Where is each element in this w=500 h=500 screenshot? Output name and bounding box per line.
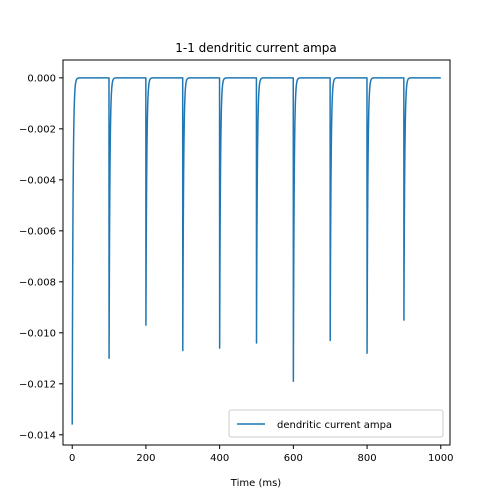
y-tick-label: −0.008 — [19, 277, 56, 288]
y-tick-label: −0.010 — [19, 328, 56, 339]
series-line — [71, 77, 442, 425]
x-axis-title: Time (ms) — [230, 478, 282, 489]
y-tick-label: −0.014 — [19, 430, 56, 441]
x-tick-label: 1000 — [428, 453, 453, 464]
y-tick-label: 0.000 — [27, 73, 56, 84]
y-tick-label: −0.012 — [19, 379, 56, 390]
plot-area — [71, 77, 442, 425]
x-tick-label: 0 — [69, 453, 75, 464]
y-tick-label: −0.004 — [19, 175, 56, 186]
legend-label: dendritic current ampa — [277, 420, 392, 431]
y-tick-label: −0.002 — [19, 124, 56, 135]
axes-frame — [62, 59, 451, 446]
x-tick-label: 800 — [358, 453, 377, 464]
y-axis: 0.000 −0.002 −0.004 −0.006 −0.008 −0.010 −0.01… — [19, 73, 63, 441]
y-tick-label: −0.006 — [19, 226, 56, 237]
legend-box — [228, 409, 444, 438]
x-tick-label: 200 — [136, 453, 155, 464]
x-axis: 0 200 400 600 800 1000 — [69, 445, 454, 464]
x-tick-label: 400 — [210, 453, 229, 464]
chart-title: 1-1 dendritic current ampa — [175, 41, 336, 55]
legend: dendritic current ampa — [228, 409, 444, 438]
x-tick-label: 600 — [284, 453, 303, 464]
